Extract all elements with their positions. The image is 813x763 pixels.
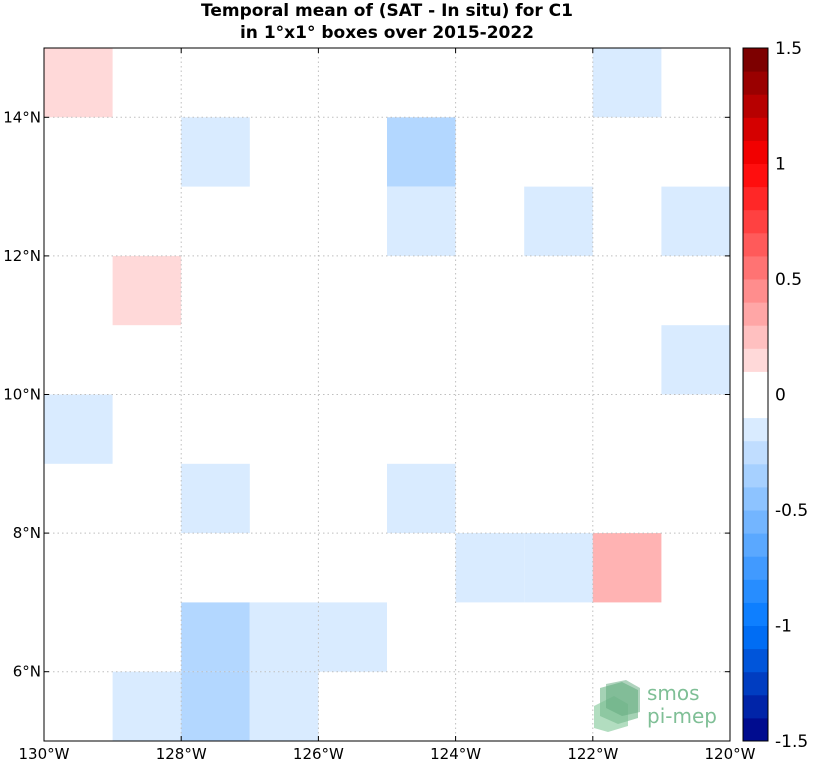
colorbar-segment <box>743 625 768 650</box>
y-tick-label: 10°N <box>3 386 41 404</box>
heatmap-cell <box>524 533 593 603</box>
heatmap-cell <box>318 602 387 672</box>
axis-ticks: 130°W 128°W 126°W 124°W 122°W 120°W 6°N 8°N 10°N… <box>3 48 756 763</box>
colorbar-segment <box>743 209 768 234</box>
colorbar-segment <box>743 556 768 580</box>
colorbar-segment <box>743 117 768 141</box>
colorbar-segment <box>743 486 768 511</box>
x-tick-label: 130°W <box>19 745 70 763</box>
colorbar-segment <box>743 371 768 395</box>
smos-pi-mep-logo: smos pi-mep <box>594 680 717 732</box>
colorbar-tick-label: 1.5 <box>775 39 802 59</box>
heatmap-cell <box>44 48 113 118</box>
chart-title-line1: Temporal mean of (SAT - In situ) for C1 <box>201 1 573 21</box>
heatmap-cell <box>524 186 593 256</box>
heatmap-cell <box>112 671 182 741</box>
y-tick-label: 12°N <box>3 247 41 265</box>
x-tick-label: 128°W <box>156 745 207 763</box>
colorbar-tick-label: -1 <box>775 617 792 637</box>
heatmap-cell <box>181 117 250 187</box>
colorbar-segment <box>743 648 768 673</box>
colorbar-segment <box>743 417 768 442</box>
colorbar-segment <box>743 325 768 349</box>
colorbar-segment <box>743 94 768 118</box>
colorbar-segment <box>743 232 768 257</box>
heatmap-cell <box>112 255 182 326</box>
colorbar-segment <box>743 186 768 211</box>
heatmap-cell <box>387 117 456 187</box>
colorbar-tick-label: 1 <box>775 155 786 175</box>
x-tick-label: 126°W <box>293 745 344 763</box>
logo-text-pimep: pi-mep <box>647 704 717 728</box>
grid-lines <box>44 48 730 741</box>
heatmap-cell <box>592 533 662 603</box>
x-tick-label: 122°W <box>567 745 618 763</box>
colorbar-segment <box>743 48 768 72</box>
colorbar-segment <box>743 671 768 696</box>
colorbar-segment <box>743 255 768 280</box>
colorbar-segment <box>743 140 768 164</box>
heatmap-cell <box>44 394 113 464</box>
colorbar-segment <box>743 463 768 488</box>
colorbar-segment <box>743 440 768 465</box>
heatmap-cell <box>387 186 456 256</box>
colorbar: 1.5 1 0.5 0 -0.5 -1 -1.5 <box>742 39 808 752</box>
colorbar-frame <box>742 47 769 742</box>
colorbar-segment <box>743 279 768 303</box>
y-tick-label: 6°N <box>13 663 41 681</box>
heatmap-cell <box>592 48 662 118</box>
colorbar-segment <box>743 348 768 372</box>
x-tick-label: 120°W <box>705 745 756 763</box>
colorbar-segment <box>743 71 768 95</box>
colorbar-tick-label: -0.5 <box>775 501 808 521</box>
colorbar-segment <box>743 302 768 326</box>
heatmap-cells <box>44 48 730 741</box>
colorbar-segment <box>743 394 768 419</box>
colorbar-segment <box>743 510 768 534</box>
logo-text-smos: smos <box>647 681 700 705</box>
colorbar-tick-label: -1.5 <box>775 732 808 752</box>
colorbar-tick-label: 0.5 <box>775 270 802 290</box>
colorbar-tick-label: 0 <box>775 386 786 406</box>
y-tick-label: 14°N <box>3 108 41 126</box>
colorbar-segment <box>743 602 768 626</box>
heatmap-cell <box>249 602 319 672</box>
heatmap-cell <box>455 533 525 603</box>
x-tick-label: 124°W <box>430 745 481 763</box>
chart-title-line2: in 1°x1° boxes over 2015-2022 <box>239 23 535 43</box>
heatmap-cell <box>181 463 250 534</box>
colorbar-segment <box>743 533 768 557</box>
colorbar-segment <box>743 694 768 719</box>
heatmap-cell <box>661 186 730 256</box>
heatmap-cell <box>387 463 456 534</box>
colorbar-segment <box>743 163 768 188</box>
heatmap-cell <box>661 325 730 395</box>
colorbar-segment <box>743 579 768 603</box>
heatmap-cell <box>181 602 250 672</box>
logo-waves-icon <box>594 680 640 732</box>
heatmap-cell <box>181 671 250 741</box>
heatmap-cell <box>249 671 319 741</box>
colorbar-segment <box>743 717 768 742</box>
y-tick-label: 8°N <box>13 524 41 542</box>
